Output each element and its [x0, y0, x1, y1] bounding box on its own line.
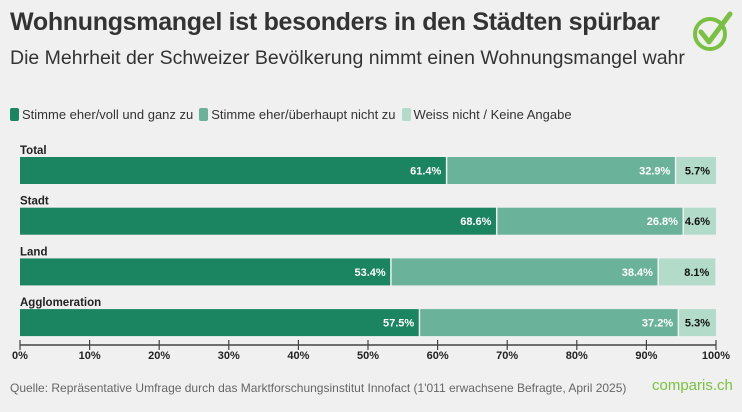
data-label: 5.3% [685, 318, 710, 330]
data-label: 8.1% [684, 267, 709, 279]
data-label: 57.5% [383, 318, 414, 330]
x-tick-label: 10% [79, 350, 101, 362]
category-label: Total [20, 145, 47, 157]
data-label: 37.2% [642, 318, 673, 330]
data-label: 5.7% [685, 166, 710, 178]
data-label: 38.4% [622, 267, 653, 279]
check-logo-icon [693, 11, 733, 51]
x-tick-label: 90% [635, 350, 657, 362]
legend-label: Stimme eher/überhaupt nicht zu [211, 107, 396, 122]
chart-title: Wohnungsmangel ist besonders in den Städ… [10, 8, 660, 36]
x-tick-label: 0% [12, 350, 28, 362]
legend-swatch [10, 108, 19, 121]
x-tick-label: 70% [496, 350, 518, 362]
legend-label: Weiss nicht / Keine Angabe [413, 107, 572, 122]
x-tick-label: 100% [702, 350, 730, 362]
comparis-logo: comparis.ch [652, 377, 733, 394]
x-tick-label: 40% [287, 350, 309, 362]
x-tick-label: 80% [566, 350, 588, 362]
x-tick-label: 30% [218, 350, 240, 362]
x-tick-label: 50% [357, 350, 379, 362]
data-label: 26.8% [647, 216, 678, 228]
data-label: 68.6% [460, 216, 491, 228]
bar-segment [20, 258, 391, 286]
bar-segment [447, 157, 675, 184]
bar-segment [497, 207, 683, 235]
x-tick-label: 20% [148, 350, 170, 362]
bar-segment [679, 309, 716, 337]
legend-swatch [401, 108, 411, 121]
bar-segment [20, 157, 446, 184]
source-note: Quelle: Repräsentative Umfrage durch das… [10, 381, 627, 395]
legend-label: Stimme eher/voll und ganz zu [22, 107, 194, 122]
legend-item: Stimme eher/voll und ganz zu [10, 107, 193, 122]
legend: Stimme eher/voll und ganz zu Stimme eher/… [10, 107, 572, 122]
legend-item: Stimme eher/überhaupt nicht zu [199, 107, 396, 122]
x-tick-label: 60% [427, 350, 449, 362]
bar-segment [420, 309, 678, 337]
chart-subtitle: Die Mehrheit der Schweizer Bevölkerung n… [10, 47, 685, 69]
bar-segment [20, 207, 496, 235]
data-label: 32.9% [639, 166, 670, 178]
bar-segment [676, 157, 716, 184]
bar-segment [391, 258, 658, 286]
legend-swatch [199, 108, 209, 121]
data-label: 4.6% [685, 216, 710, 228]
bar-segment [20, 309, 419, 337]
legend-item: Weiss nicht / Keine Angabe [401, 107, 572, 122]
category-label: Agglomeration [20, 297, 101, 309]
category-label: Stadt [20, 196, 49, 208]
bar-segment [683, 207, 716, 235]
data-label: 53.4% [354, 267, 385, 279]
bar-segment [658, 258, 716, 286]
category-label: Land [20, 246, 47, 258]
data-label: 61.4% [410, 166, 441, 178]
